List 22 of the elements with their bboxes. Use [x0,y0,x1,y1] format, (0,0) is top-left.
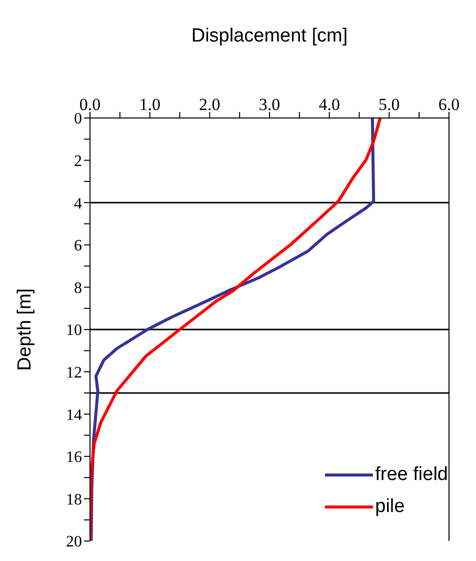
x-tick-label: 2.0 [199,95,220,114]
x-tick-label: 6.0 [438,95,460,114]
x-tick-label: 0.0 [79,95,101,114]
y-tick-label: 8 [74,280,82,297]
y-tick-label: 14 [66,406,82,424]
x-tick-label: 4.0 [318,95,340,114]
x-axis-title: Displacement [cm] [191,25,348,46]
y-tick-label: 2 [74,152,82,170]
x-tick-label: 1.0 [139,95,160,114]
legend-label: pile [375,495,405,519]
y-tick-label: 6 [74,238,82,255]
y-tick-label: 18 [66,491,82,508]
legend-label: free field [375,463,448,487]
y-tick-label: 0 [74,110,82,128]
y-tick-label: 16 [66,449,82,466]
y-axis-title: Depth [m] [14,288,36,371]
y-tick-label: 10 [66,322,82,340]
x-tick-label: 3.0 [258,95,280,114]
y-tick-label: 12 [66,364,82,382]
x-tick-label: 5.0 [378,95,400,114]
y-tick-label: 20 [66,534,82,551]
y-tick-label: 4 [74,195,82,212]
